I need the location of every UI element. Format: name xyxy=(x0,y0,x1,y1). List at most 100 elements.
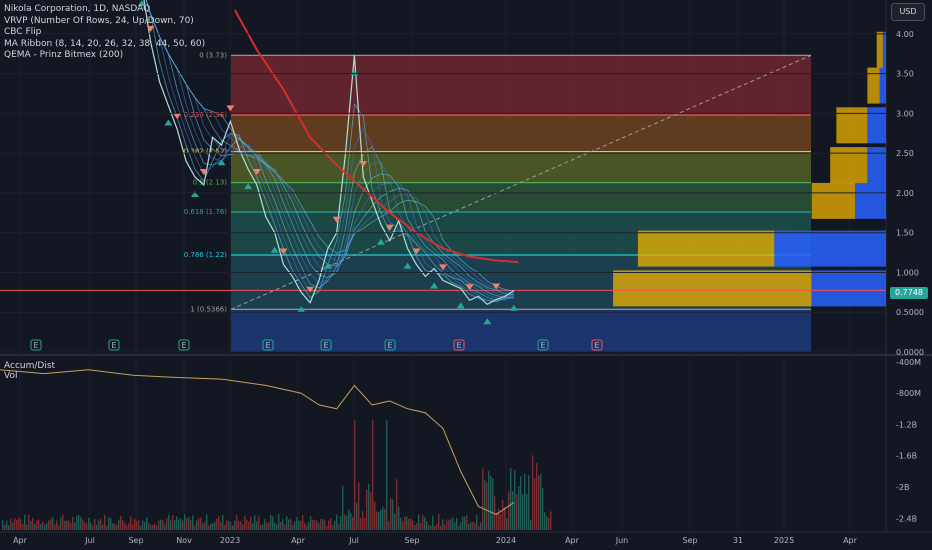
volume-bar xyxy=(314,520,316,530)
volume-bar xyxy=(356,503,358,530)
volume-bar xyxy=(52,516,54,530)
volume-bar xyxy=(550,511,552,530)
flip-buy-marker-42 xyxy=(509,304,518,311)
volume-bar xyxy=(544,512,546,530)
ad-axis-tick-2: -1.2B xyxy=(896,420,917,429)
volume-bar xyxy=(286,516,288,530)
volume-bar xyxy=(342,485,344,530)
volume-bar xyxy=(16,520,18,530)
earnings-marker-7 xyxy=(537,339,549,351)
volume-bar xyxy=(382,506,384,530)
volume-bar xyxy=(316,520,318,530)
volume-bar xyxy=(514,469,516,530)
volume-bar xyxy=(146,517,148,530)
flip-buy-marker-21 xyxy=(323,262,332,269)
fib-band-base xyxy=(231,309,811,352)
volume-bar xyxy=(240,521,242,530)
time-axis-tick-3: Nov xyxy=(176,536,192,545)
volume-bar xyxy=(488,471,490,530)
ad-axis-tick-5: -2.4B xyxy=(896,514,917,523)
legend-ma-ribbon[interactable]: MA Ribbon (8, 14, 20, 26, 32, 38, 44, 50… xyxy=(4,38,206,49)
volume-bar xyxy=(464,516,466,530)
volume-bar xyxy=(438,514,440,530)
volume-bar xyxy=(410,518,412,530)
volume-bar xyxy=(276,524,278,530)
price-axis-tick-8: 0.0000 xyxy=(896,348,924,357)
flip-sell-marker-19 xyxy=(306,286,315,293)
currency-button[interactable]: USD xyxy=(891,3,925,21)
volume-bar xyxy=(118,519,120,530)
ma-ribbon-line-4 xyxy=(145,0,514,299)
volume-bar xyxy=(90,522,92,530)
chart-title[interactable]: Nikola Corporation, 1D, NASDAQ xyxy=(4,4,151,14)
volume-bar xyxy=(428,524,430,530)
volume-bar xyxy=(122,520,124,530)
volume-bar xyxy=(422,514,424,530)
volume-bar xyxy=(176,516,178,530)
price-axis-tick-6: 1.000 xyxy=(896,268,919,277)
volume-profile-down-1 xyxy=(774,230,886,267)
volume-bar xyxy=(466,515,468,530)
volume-bar xyxy=(4,524,6,530)
volume-bar xyxy=(102,524,104,530)
volume-bar xyxy=(18,517,20,530)
price-axis-tick-5: 1.50 xyxy=(896,229,914,238)
volume-profile-down-4 xyxy=(867,107,886,144)
volume-bar xyxy=(70,522,72,530)
volume-bar xyxy=(530,520,532,530)
volume-bar xyxy=(198,518,200,530)
volume-bar xyxy=(538,475,540,530)
earnings-marker-6 xyxy=(453,339,465,351)
earnings-marker-2 xyxy=(178,339,190,351)
volume-bar xyxy=(232,525,234,530)
volume-bar xyxy=(526,493,528,530)
time-axis-tick-5: Apr xyxy=(291,536,306,545)
flip-sell-marker-31 xyxy=(412,248,421,255)
volume-bar xyxy=(390,498,392,530)
volume-bar xyxy=(190,519,192,530)
volume-bar xyxy=(12,522,14,530)
volume-profile-down-3 xyxy=(867,147,886,184)
legend-accum-dist[interactable]: Accum/Dist xyxy=(4,361,56,371)
volume-bar xyxy=(54,524,56,530)
volume-bar xyxy=(266,522,268,530)
volume-bar xyxy=(362,511,364,530)
volume-bar xyxy=(80,517,82,530)
earnings-marker-label-5: E xyxy=(387,341,392,350)
volume-bar xyxy=(408,518,410,530)
volume-bar xyxy=(46,523,48,530)
price-line xyxy=(143,0,515,306)
volume-bar xyxy=(194,525,196,530)
volume-bar xyxy=(138,520,140,530)
volume-bar xyxy=(496,512,498,530)
volume-bar xyxy=(86,523,88,530)
time-axis-tick-11: Sep xyxy=(682,536,697,545)
volume-bar xyxy=(278,514,280,530)
volume-bar xyxy=(426,521,428,530)
volume-bar xyxy=(178,519,180,530)
volume-bar xyxy=(358,481,360,530)
earnings-marker-4 xyxy=(320,339,332,351)
volume-bar xyxy=(456,518,458,530)
volume-profile-up-4 xyxy=(836,107,868,144)
earnings-marker-label-2: E xyxy=(181,341,186,350)
legend-vrvp[interactable]: VRVP (Number Of Rows, 24, Up/Down, 70) xyxy=(4,15,194,26)
volume-bar xyxy=(486,482,488,530)
legend-qema[interactable]: QEMA - Prinz Bitmex (200) xyxy=(4,50,124,60)
volume-bar xyxy=(20,519,22,530)
volume-bar xyxy=(404,516,406,530)
volume-bar xyxy=(28,514,30,530)
volume-bar xyxy=(162,519,164,530)
fib-level-label-3: 0.5 (2.13) xyxy=(193,179,228,187)
volume-bar xyxy=(282,519,284,530)
flip-buy-marker-15 xyxy=(270,246,279,253)
volume-bar xyxy=(210,523,212,530)
volume-bar xyxy=(302,515,304,530)
volume-bar xyxy=(272,516,274,530)
volume-bar xyxy=(106,525,108,530)
volume-bar xyxy=(300,520,302,530)
volume-bar xyxy=(10,518,12,530)
legend-volume[interactable]: Vol xyxy=(4,371,18,381)
legend-cbc-flip[interactable]: CBC Flip xyxy=(4,27,42,37)
